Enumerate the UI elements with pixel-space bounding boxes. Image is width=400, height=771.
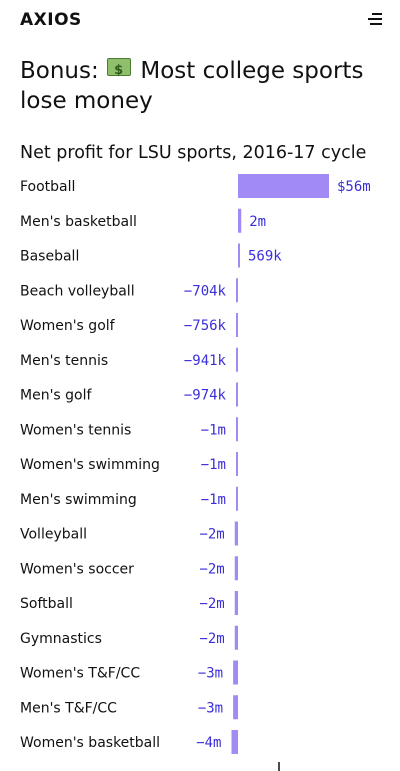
category-label: Men's basketball	[20, 214, 137, 230]
category-label: Volleyball	[20, 527, 87, 543]
bar	[236, 347, 238, 372]
bar	[236, 486, 238, 511]
value-label: −941k	[184, 353, 227, 369]
category-label: Women's basketball	[20, 735, 160, 751]
category-label: Men's tennis	[20, 353, 108, 369]
category-label: Men's golf	[20, 388, 93, 404]
category-label: Beach volleyball	[20, 283, 135, 299]
bar	[236, 417, 238, 442]
value-label: −2m	[199, 527, 224, 543]
headline: Bonus: Most college sports lose money	[20, 56, 390, 116]
bar	[236, 313, 238, 337]
bar	[236, 382, 238, 407]
bar	[231, 730, 238, 754]
value-label: −756k	[184, 318, 227, 334]
hamburger-menu-icon[interactable]	[366, 13, 382, 25]
category-label: Women's swimming	[20, 457, 160, 473]
value-label: −1m	[201, 422, 226, 438]
value-label: −4m	[196, 735, 221, 751]
value-label: −704k	[184, 283, 227, 299]
category-label: Men's swimming	[20, 492, 137, 508]
value-label: −2m	[199, 561, 224, 577]
top-bar: AXIOS	[0, 0, 400, 40]
value-label: $56m	[337, 179, 371, 195]
category-label: Women's golf	[20, 318, 116, 334]
headline-text: Most college sports lose money	[20, 58, 364, 114]
value-label: −1m	[201, 492, 226, 508]
category-label: Men's T&F/CC	[20, 700, 117, 716]
value-label: −3m	[198, 666, 223, 682]
value-label: 2m	[249, 214, 266, 230]
bar	[236, 278, 238, 303]
bar	[234, 521, 238, 546]
value-label: −2m	[199, 596, 224, 612]
bar	[233, 695, 238, 720]
category-label: Football	[20, 179, 75, 195]
bar	[238, 174, 329, 198]
chart-title: Net profit for LSU sports, 2016-17 cycle	[20, 143, 367, 163]
value-label: −974k	[184, 388, 227, 404]
category-label: Women's tennis	[20, 422, 131, 438]
bar	[234, 625, 238, 650]
bar	[238, 208, 242, 233]
axios-logo[interactable]: AXIOS	[20, 10, 82, 30]
value-label: −2m	[199, 631, 224, 647]
category-label: Women's T&F/CC	[20, 666, 140, 682]
category-label: Softball	[20, 596, 73, 612]
money-emoji-icon	[107, 56, 132, 86]
headline-prefix: Bonus:	[20, 58, 99, 84]
value-label: −3m	[198, 700, 223, 716]
category-label: Women's soccer	[20, 561, 134, 577]
bar	[234, 556, 238, 581]
bar	[238, 243, 240, 268]
bar-chart: Football $56m Men's basketball 2m Baseball 56…	[20, 174, 371, 771]
value-label: 569k	[248, 249, 282, 265]
bar	[234, 591, 238, 615]
value-label: −1m	[201, 457, 226, 473]
category-label: Gymnastics	[20, 631, 102, 647]
bar	[236, 452, 238, 476]
bar	[233, 660, 238, 685]
category-label: Baseball	[20, 249, 79, 265]
